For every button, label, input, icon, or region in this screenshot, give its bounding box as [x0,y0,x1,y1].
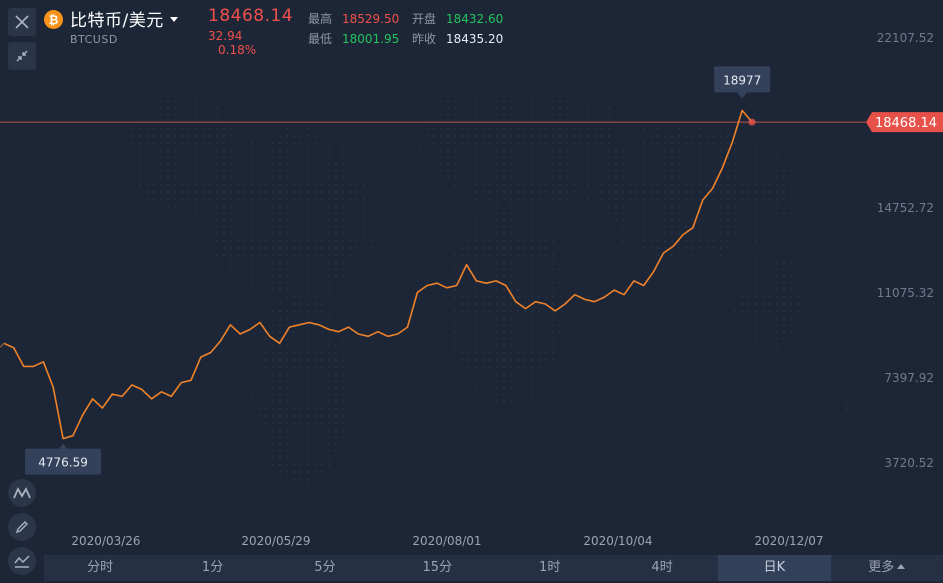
tab-8[interactable]: 更多 [831,555,943,581]
tab-7[interactable]: 日K [718,555,831,581]
svg-text:₿: ₿ [49,13,59,26]
high-value: 18529.50 [342,12,400,26]
high-label: 最高 [308,12,333,26]
open-label: 开盘 [412,12,437,26]
y-tick-label: 7397.92 [884,371,934,385]
tab-label: 1时 [539,560,561,575]
chevron-up-icon [897,564,906,569]
x-tick-label: 2020/12/07 [754,534,823,548]
last-point-marker [748,118,756,126]
y-tick-label: 14752.72 [877,201,934,215]
price-change: 32.94 [208,29,243,43]
low-value: 18001.95 [342,32,400,46]
world-map-background [125,100,855,501]
min-label-pointer [59,443,68,449]
chart-type-button[interactable] [8,547,36,575]
x-tick-label: 2020/03/26 [71,534,140,548]
tab-label: 1分 [201,560,224,575]
min-label: 4776.59 [38,456,88,470]
tab-1[interactable]: 分时 [44,555,156,581]
chevron-down-icon[interactable] [169,17,178,22]
current-price-label: 18468.14 [875,116,937,131]
prev-close-value: 18435.20 [446,32,504,46]
bitcoin-icon: ₿ [44,10,63,29]
last-price: 18468.14 [208,6,294,26]
y-tick-label: 11075.32 [877,286,934,300]
current-price-tag [866,112,943,133]
min-label-box [25,448,102,475]
x-axis-labels: 2020/03/26 2020/05/29 2020/08/01 2020/10/04… [71,534,823,548]
y-tick-label: 3720.52 [884,456,934,470]
collapse-icon [16,50,28,62]
price-line [3,109,753,440]
map-dots [125,100,855,501]
quote-stats: 最高 18529.50 开盘 18432.60 最低 18001.95 昨收 18435.2… [308,9,516,49]
max-label-box [714,66,771,93]
tab-label: 4时 [651,560,673,575]
tab-5[interactable]: 1时 [494,555,606,581]
max-label-pointer [737,92,748,99]
tab-label: 5分 [314,560,336,575]
draw-button[interactable] [8,513,36,541]
indicator-icon [13,487,31,499]
period-tabs: 分时 1分 5分 15分 1时 4时 日K 更多 [44,555,943,581]
chart-type-icon [14,555,30,568]
price-block: 18468.14 32.94 0.18% [208,6,293,57]
symbol-code: BTCUSD [70,33,118,46]
line-start [0,342,5,348]
collapse-button[interactable] [8,42,36,70]
close-icon [15,15,29,29]
prev-close-label: 昨收 [412,32,437,46]
tab-3[interactable]: 5分 [269,555,381,581]
price-change-pct: 0.18% [218,43,257,57]
tab-label: 更多 [868,560,895,575]
open-value: 18432.60 [446,12,504,26]
max-label: 18977 [723,73,761,87]
y-tick-label: 22107.52 [877,31,934,45]
annotations: 18468.14 18977 4776.59 [0,66,943,475]
tab-label: 日K [763,560,786,575]
low-label: 最低 [308,32,333,46]
pencil-icon [15,521,28,534]
tab-6[interactable]: 4时 [606,555,718,581]
x-tick-label: 2020/10/04 [583,534,652,548]
tab-2[interactable]: 1分 [156,555,268,581]
tab-label: 15分 [422,560,453,575]
symbol-name[interactable]: 比特币/美元 [70,11,164,31]
tab-4[interactable]: 15分 [381,555,493,581]
quote-header: ₿ 比特币/美元 BTCUSD 18468.14 32.94 0.18% 最高 1… [44,6,503,57]
x-tick-label: 2020/05/29 [241,534,310,548]
y-axis-labels: 22107.52 14752.72 11075.32 7397.92 3720.52 [877,31,934,470]
indicator-button[interactable] [8,479,36,507]
tab-label: 分时 [87,560,114,575]
x-tick-label: 2020/08/01 [412,534,481,548]
symbol-block[interactable]: 比特币/美元 BTCUSD [70,6,178,46]
close-button[interactable] [8,8,36,36]
